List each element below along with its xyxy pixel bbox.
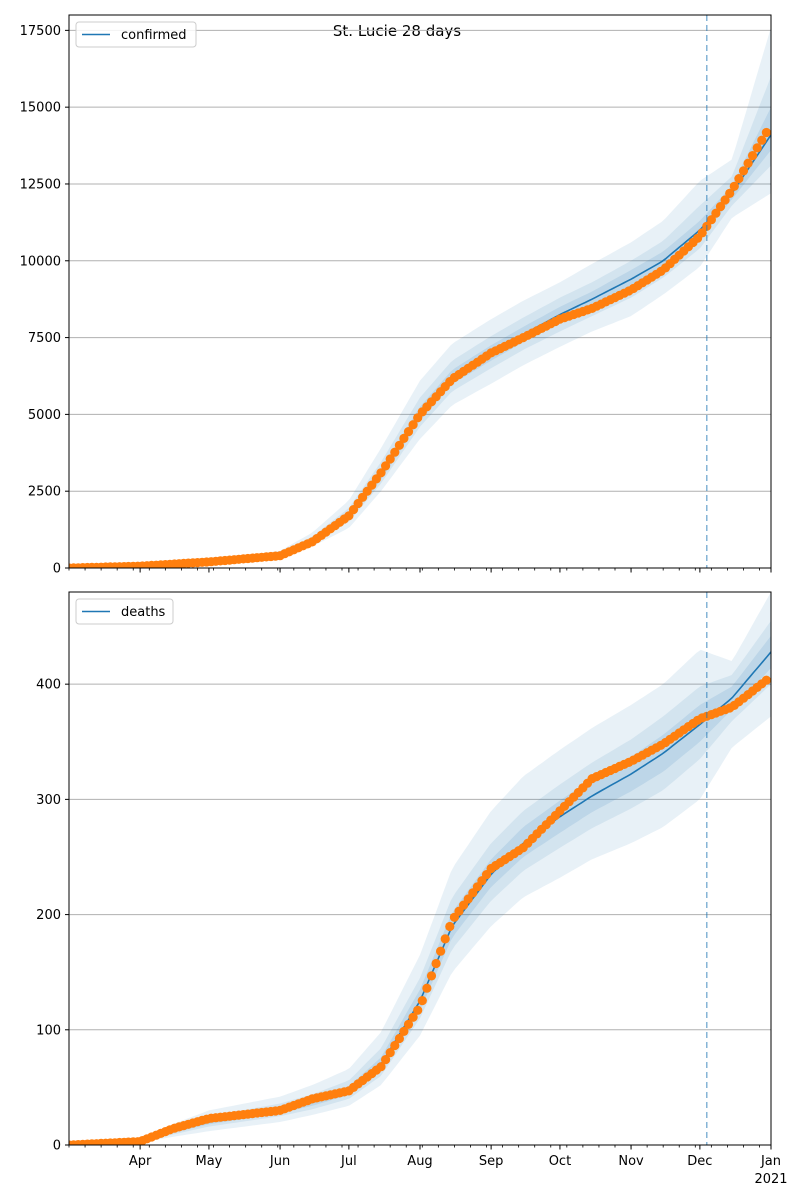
legend: deaths [76, 599, 173, 624]
x-year-label: 2021 [754, 1172, 787, 1187]
y-tick-label: 17500 [20, 24, 61, 39]
x-tick-label: Nov [618, 1154, 644, 1169]
observed-point [730, 182, 739, 191]
x-tick-label: Jan [760, 1154, 781, 1169]
observed-point [762, 128, 771, 137]
y-tick-label: 0 [53, 1139, 61, 1154]
observed-point [436, 947, 445, 956]
x-tick-label: Sep [479, 1154, 504, 1169]
legend: confirmed [76, 22, 196, 47]
y-tick-label: 300 [36, 793, 61, 808]
y-tick-label: 10000 [20, 254, 61, 269]
x-tick-label: Jun [269, 1154, 290, 1169]
figure-title: St. Lucie 28 days [333, 22, 461, 40]
y-tick-label: 400 [36, 678, 61, 693]
observed-point [757, 136, 766, 145]
y-tick-label: 2500 [28, 485, 61, 500]
y-tick-label: 200 [36, 908, 61, 923]
x-tick-label: Apr [129, 1154, 152, 1169]
observed-point [422, 984, 431, 993]
x-tick-label: Jul [340, 1154, 357, 1169]
x-tick-label: Aug [407, 1154, 432, 1169]
observed-point [445, 922, 454, 931]
x-tick-label: Dec [687, 1154, 712, 1169]
observed-point [748, 151, 757, 160]
observed-point [762, 676, 771, 685]
y-tick-label: 15000 [20, 101, 61, 116]
y-tick-label: 5000 [28, 408, 61, 423]
observed-point [432, 959, 441, 968]
observed-point [753, 143, 762, 152]
observed-point [413, 1006, 422, 1015]
y-tick-label: 100 [36, 1023, 61, 1038]
observed-point [441, 934, 450, 943]
observed-point [734, 174, 743, 183]
x-tick-label: Oct [549, 1154, 571, 1169]
y-tick-label: 12500 [20, 177, 61, 192]
legend-label: confirmed [121, 28, 187, 43]
y-tick-label: 0 [53, 562, 61, 577]
observed-point [418, 996, 427, 1005]
y-tick-label: 7500 [28, 331, 61, 346]
forecast-figure: St. Lucie 28 days 0 2500 5000 7500 10000 1250… [0, 0, 800, 1200]
legend-label: deaths [121, 605, 166, 620]
observed-point [739, 166, 748, 175]
x-tick-label: May [195, 1154, 222, 1169]
observed-point [427, 971, 436, 980]
